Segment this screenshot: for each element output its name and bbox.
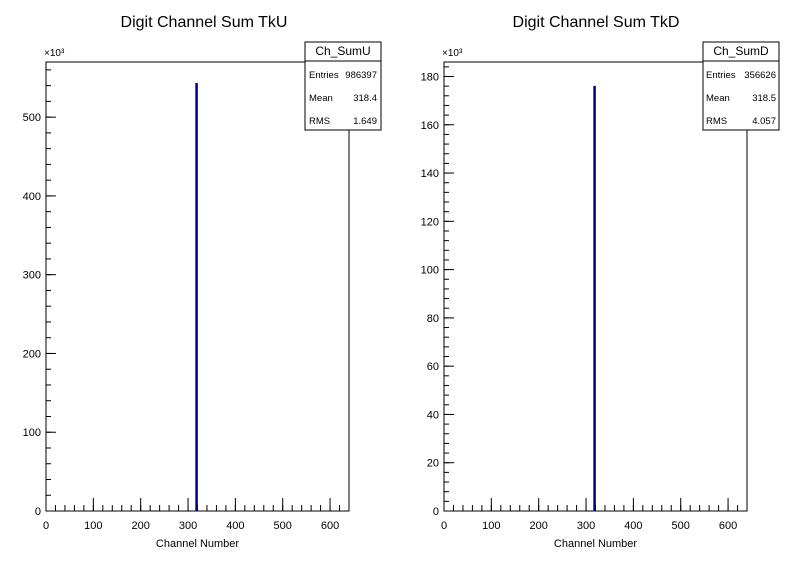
x-axis-title: Channel Number: [156, 538, 239, 550]
y-multiplier-label: ×10³: [442, 48, 463, 59]
y-tick-label: 20: [427, 458, 439, 470]
stats-value: 1.649: [353, 116, 377, 127]
stats-value: 318.4: [353, 93, 377, 104]
x-tick-label: 500: [274, 520, 292, 532]
x-tick-label: 100: [84, 520, 102, 532]
panel-title: Digit Channel Sum TkD: [513, 14, 680, 31]
y-tick-label: 140: [421, 168, 439, 180]
y-tick-label: 180: [421, 71, 439, 83]
stats-label: RMS: [706, 116, 727, 127]
x-tick-label: 600: [719, 520, 737, 532]
stats-value: 318.5: [752, 93, 776, 104]
x-tick-label: 0: [441, 520, 447, 532]
stats-box: Ch_SumU Entries 986397 Mean 318.4 RMS 1.…: [304, 41, 382, 131]
stats-label: Entries: [309, 70, 339, 81]
y-tick-label: 100: [421, 265, 439, 277]
x-tick-label: 300: [179, 520, 197, 532]
x-axis-title: Channel Number: [554, 538, 637, 550]
x-tick-label: 100: [482, 520, 500, 532]
panel-tkd: Digit Channel Sum TkD 0 100 200 300 400 500 60…: [421, 14, 780, 550]
x-tick-label: 600: [321, 520, 339, 532]
stats-box-frame: [304, 41, 382, 131]
y-tick-label: 60: [427, 361, 439, 373]
x-tick-label: 400: [226, 520, 244, 532]
x-tick-label: 500: [672, 520, 690, 532]
y-tick-label: 100: [23, 427, 41, 439]
y-tick-label: 0: [35, 506, 41, 518]
y-tick-label: 300: [23, 270, 41, 282]
y-tick-label: 160: [421, 120, 439, 132]
stats-box-name: Ch_SumD: [713, 44, 769, 58]
stats-label: RMS: [309, 116, 330, 127]
stats-value: 4.057: [752, 116, 776, 127]
x-tick-label: 300: [577, 520, 595, 532]
axes-tkd: 0 100 200 300 400 500 600 0 20 40 60 80 100 120 140 160…: [421, 48, 748, 550]
y-tick-label: 500: [23, 112, 41, 124]
stats-box-name: Ch_SumU: [315, 44, 370, 58]
stats-box-frame: [702, 41, 780, 131]
stats-label: Mean: [309, 93, 333, 104]
y-tick-label: 0: [433, 506, 439, 518]
histogram-bin: [195, 83, 198, 512]
x-tick-label: 0: [43, 520, 49, 532]
y-tick-label: 120: [421, 216, 439, 228]
y-tick-label: 80: [427, 313, 439, 325]
x-tick-label: 200: [132, 520, 150, 532]
y-tick-label: 40: [427, 409, 439, 421]
stats-value: 986397: [345, 70, 377, 81]
axes-tku: 0 100 200 300 400 500 600 0 100 200 300 400 500 ×10³ C…: [23, 48, 350, 550]
x-tick-label: 200: [530, 520, 548, 532]
y-multiplier-label: ×10³: [44, 48, 65, 59]
stats-box: Ch_SumD Entries 356626 Mean 318.5 RMS 4.…: [702, 41, 780, 131]
stats-value: 356626: [744, 70, 776, 81]
histogram-bin: [593, 85, 596, 512]
stats-label: Mean: [706, 93, 730, 104]
panel-tku: Digit Channel Sum TkU 0 100 200 300 400 500 60…: [23, 14, 382, 550]
x-tick-label: 400: [624, 520, 642, 532]
y-tick-label: 400: [23, 191, 41, 203]
stats-label: Entries: [706, 70, 736, 81]
panel-title: Digit Channel Sum TkU: [121, 14, 288, 31]
y-tick-label: 200: [23, 348, 41, 360]
